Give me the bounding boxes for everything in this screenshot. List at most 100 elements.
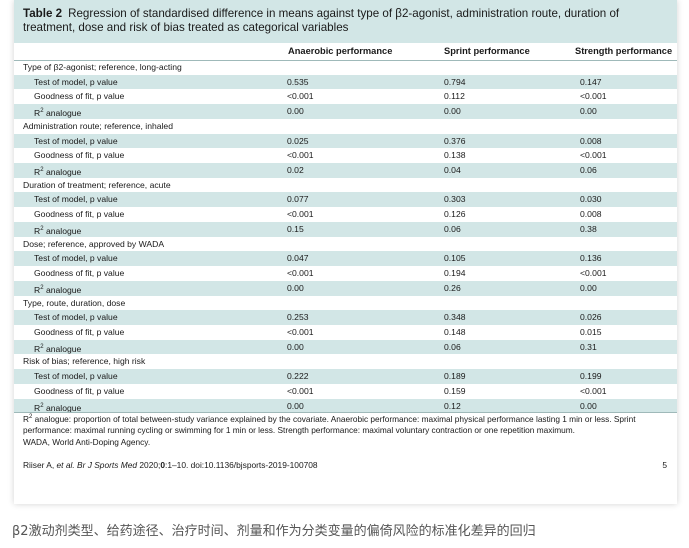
group-label: Dose; reference, approved by WADA xyxy=(23,238,165,249)
table-cell: 0.38 xyxy=(580,223,597,234)
citation-doi: :1–10. doi:10.1136/bjsports-2019-100708 xyxy=(165,460,318,470)
table-group-row: Type of β2-agonist; reference, long-acti… xyxy=(14,60,677,75)
row-label-r: R xyxy=(34,225,41,236)
row-label: Goodness of fit, p value xyxy=(34,385,125,396)
group-label: Administration route; reference, inhaled xyxy=(23,120,173,131)
column-header-sprint: Sprint performance xyxy=(444,46,530,56)
row-label-rest: analogue xyxy=(43,343,82,354)
table-label: Table 2 xyxy=(23,7,63,20)
table-group-row: Administration route; reference, inhaled xyxy=(14,119,677,134)
table-cell: 0.189 xyxy=(444,371,466,382)
row-label-sup: 2 xyxy=(40,284,44,291)
table-cell: 0.00 xyxy=(287,106,304,117)
row-label-rest: analogue xyxy=(43,166,82,177)
table-cell: 0.126 xyxy=(444,209,466,220)
table-cell: <0.001 xyxy=(287,385,314,396)
table-row: R2 analogue 0.02 0.04 0.06 xyxy=(14,163,677,178)
row-label: R2 analogue xyxy=(34,342,81,355)
table-row: Test of model, p value 0.025 0.376 0.008 xyxy=(14,133,677,149)
footnote-sup: 2 xyxy=(29,414,33,421)
row-label-sup: 2 xyxy=(40,402,44,409)
table-cell: 0.31 xyxy=(580,341,597,352)
table-title-text: Regression of standardised difference in… xyxy=(23,7,620,34)
table-row: Test of model, p value 0.535 0.794 0.147 xyxy=(14,74,677,90)
row-label: Test of model, p value xyxy=(34,312,118,323)
table-card: Table 2 Regression of standardised differ… xyxy=(14,0,677,504)
row-label: Goodness of fit, p value xyxy=(34,268,125,279)
table-cell: 0.00 xyxy=(287,282,304,293)
row-label-rest: analogue xyxy=(43,402,82,413)
citation-journal: et al. Br J Sports Med xyxy=(56,460,138,470)
table-cell: 0.159 xyxy=(444,385,466,396)
row-label: Test of model, p value xyxy=(34,371,118,382)
group-label: Type, route, duration, dose xyxy=(23,297,126,308)
table-title-band xyxy=(14,0,677,43)
row-label: Goodness of fit, p value xyxy=(34,150,125,161)
table-cell: 0.794 xyxy=(444,76,466,87)
table-cell: 0.376 xyxy=(444,135,466,146)
table-row: Goodness of fit, p value <0.001 0.194 <0.00… xyxy=(14,266,677,281)
table-cell: 0.199 xyxy=(580,371,602,382)
table-cell: 0.00 xyxy=(580,400,597,411)
table-cell: 0.138 xyxy=(444,150,466,161)
table-cell: 0.194 xyxy=(444,268,466,279)
table-group-row: Dose; reference, approved by WADA xyxy=(14,237,677,252)
group-label: Risk of bias; reference, high risk xyxy=(23,356,146,367)
citation-authors: Riiser A, xyxy=(23,460,57,470)
column-header-strength: Strength performance xyxy=(575,46,673,56)
table-row: Test of model, p value 0.047 0.105 0.136 xyxy=(14,251,677,267)
table-cell: 0.06 xyxy=(444,341,461,352)
row-label-r: R xyxy=(34,166,41,177)
table-cell: 0.148 xyxy=(444,326,466,337)
table-cell: <0.001 xyxy=(287,209,314,220)
row-label-r: R xyxy=(34,284,41,295)
row-label-rest: analogue xyxy=(43,284,82,295)
table-cell: <0.001 xyxy=(580,150,607,161)
row-label-sup: 2 xyxy=(40,225,44,232)
footnote-r: R xyxy=(23,414,29,424)
table-row: R2 analogue 0.00 0.12 0.00 xyxy=(14,398,677,414)
table-cell: 0.105 xyxy=(444,253,466,264)
row-label-r: R xyxy=(34,402,41,413)
table-cell: 0.04 xyxy=(444,165,461,176)
table-cell: 0.00 xyxy=(444,106,461,117)
row-label: R2 analogue xyxy=(34,224,81,237)
table-cell: 0.030 xyxy=(580,194,602,205)
footnote-definitions: analogue: proportion of total between-st… xyxy=(23,414,636,436)
table-cell: <0.001 xyxy=(287,268,314,279)
row-label-sup: 2 xyxy=(40,108,44,115)
table-row: Goodness of fit, p value <0.001 0.112 <0.00… xyxy=(14,89,677,104)
table-cell: <0.001 xyxy=(287,150,314,161)
table-cell: 0.535 xyxy=(287,76,309,87)
row-label: R2 analogue xyxy=(34,401,81,414)
table-row: R2 analogue 0.00 0.06 0.31 xyxy=(14,339,677,355)
table-row: R2 analogue 0.00 0.26 0.00 xyxy=(14,280,677,296)
table-cell: 0.26 xyxy=(444,282,461,293)
table-row: Goodness of fit, p value <0.001 0.138 <0.00… xyxy=(14,148,677,163)
table-cell: <0.001 xyxy=(580,385,607,396)
table-cell: 0.136 xyxy=(580,253,602,264)
table-cell: 0.253 xyxy=(287,312,309,323)
page-number: 5 xyxy=(662,460,667,470)
table-cell: 0.222 xyxy=(287,371,309,382)
table-row: Test of model, p value 0.222 0.189 0.199 xyxy=(14,369,677,384)
table-row: Test of model, p value 0.077 0.303 0.030 xyxy=(14,192,677,208)
table-cell: 0.025 xyxy=(287,135,309,146)
table-group-row: Type, route, duration, dose xyxy=(14,296,677,311)
citation: Riiser A, et al. Br J Sports Med 2020;0:… xyxy=(23,460,318,470)
table-cell: 0.303 xyxy=(444,194,466,205)
table-cell: 0.06 xyxy=(580,165,597,176)
table-cell: <0.001 xyxy=(580,268,607,279)
table-cell: 0.15 xyxy=(287,223,304,234)
row-label-rest: analogue xyxy=(43,108,82,119)
row-label: R2 analogue xyxy=(34,165,81,178)
row-label-sup: 2 xyxy=(40,343,44,350)
citation-volume: 0 xyxy=(160,460,166,470)
table-cell: 0.008 xyxy=(580,209,602,220)
header-rule xyxy=(14,60,677,61)
table-row: R2 analogue 0.15 0.06 0.38 xyxy=(14,221,677,237)
table-cell: 0.00 xyxy=(287,341,304,352)
table-cell: 0.026 xyxy=(580,312,602,323)
table-cell: <0.001 xyxy=(580,91,607,102)
table-cell: 0.02 xyxy=(287,165,304,176)
